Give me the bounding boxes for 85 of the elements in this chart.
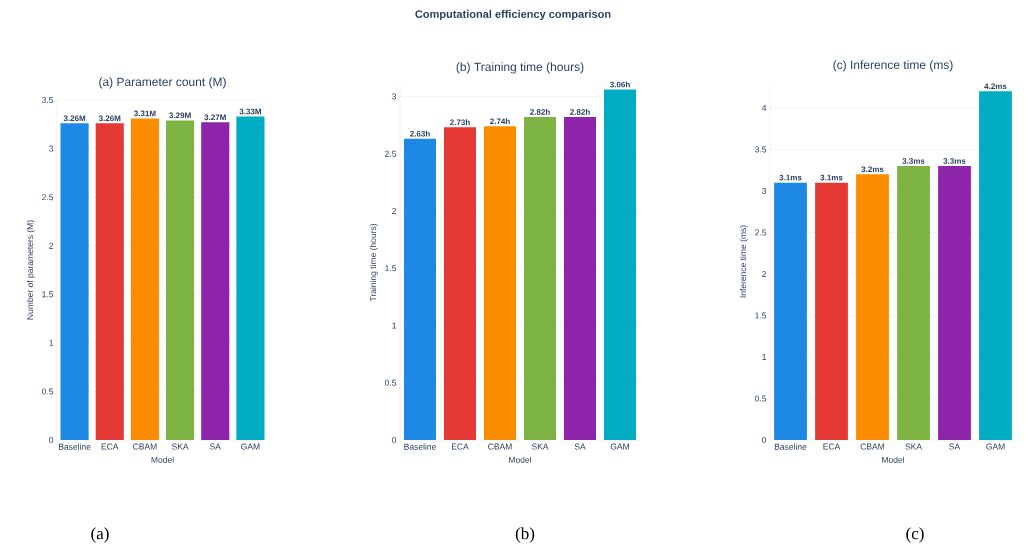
x-tick-label: SA <box>574 443 586 450</box>
data-label: 3.1ms <box>820 174 843 181</box>
y-tick-label: 1.5 <box>42 291 54 298</box>
data-label: 3.26M <box>63 115 86 122</box>
y-tick-label: 1 <box>762 354 767 360</box>
x-tick-label: GAM <box>986 443 1005 450</box>
chart-title: (a) Parameter count (M) <box>99 77 226 89</box>
bar <box>444 127 476 440</box>
y-tick-label: 4 <box>761 104 767 111</box>
y-tick-label: 2.5 <box>42 194 54 201</box>
data-label: 3.3ms <box>943 158 966 164</box>
y-tick-label: 2 <box>762 270 767 277</box>
text: (a) <box>91 527 109 543</box>
data-label: 3.2ms <box>861 166 884 173</box>
x-tick-label: CBAM <box>488 443 512 450</box>
y-tick-label: 0.5 <box>384 379 397 386</box>
chart-title: (b) Training time (hours) <box>456 62 584 74</box>
chart-title: (c) Inference time (ms) <box>833 60 953 72</box>
bar <box>604 89 636 440</box>
y-tick-label: 0.5 <box>41 388 54 395</box>
y-axis-title: Number of parameters (M) <box>26 220 35 320</box>
y-tick-label: 3.5 <box>41 97 54 103</box>
y-tick-label: 2 <box>49 242 54 249</box>
y-tick-label: 0 <box>49 437 54 443</box>
data-label: 3.27M <box>204 114 226 121</box>
data-label: 3.33M <box>239 108 261 115</box>
bar <box>815 182 848 440</box>
x-tick-label: GAM <box>241 443 260 450</box>
y-tick-label: 0 <box>392 437 397 443</box>
y-tick-label: 3 <box>49 145 54 152</box>
data-label: 2.73h <box>450 119 470 126</box>
text: (c) <box>906 527 924 543</box>
x-tick-label: CBAM <box>860 443 885 450</box>
x-tick-label: SKA <box>531 443 549 450</box>
text: Computational efficiency comparison <box>415 9 611 21</box>
data-label: 3.06h <box>609 81 630 88</box>
bar <box>979 91 1012 440</box>
data-label: 4.2ms <box>984 83 1007 90</box>
y-tick-label: 3 <box>392 93 397 100</box>
bar <box>524 117 556 440</box>
x-axis-title: Model <box>882 456 904 463</box>
x-tick-label: CBAM <box>133 443 157 450</box>
x-tick-label: SA <box>209 443 221 450</box>
bar <box>774 182 807 440</box>
x-tick-label: Baseline <box>404 443 436 450</box>
bar <box>897 166 930 440</box>
x-tick-label: Baseline <box>774 443 807 450</box>
y-tick-label: 0.5 <box>754 395 767 402</box>
data-label: 2.82h <box>570 108 590 115</box>
y-tick-label: 3.5 <box>754 146 767 153</box>
x-axis-title: Model <box>151 456 174 463</box>
y-tick-label: 1 <box>392 322 397 329</box>
bar <box>856 174 889 440</box>
bar <box>938 166 971 440</box>
data-label: 3.26M <box>98 115 121 122</box>
x-tick-label: Baseline <box>58 443 91 450</box>
data-label: 3.31M <box>133 110 156 117</box>
y-tick-label: 3 <box>762 187 767 194</box>
y-tick-label: 2.5 <box>385 150 397 157</box>
y-tick-label: 2 <box>392 208 397 214</box>
text: (b) <box>515 527 535 543</box>
bar <box>564 117 596 440</box>
x-tick-label: ECA <box>101 443 119 450</box>
bar <box>404 138 436 440</box>
data-label: 2.82h <box>530 108 550 115</box>
y-axis-title: Inference time (ms) <box>739 225 748 298</box>
data-label: 3.1ms <box>779 174 802 181</box>
x-tick-label: ECA <box>823 443 841 450</box>
x-tick-label: SKA <box>905 443 922 450</box>
x-tick-label: ECA <box>451 443 469 450</box>
x-tick-label: SA <box>949 443 961 450</box>
data-label: 3.29M <box>169 112 191 119</box>
x-axis-title: Model <box>509 456 531 463</box>
y-tick-label: 2.5 <box>755 229 767 236</box>
x-tick-label: SKA <box>171 443 189 450</box>
y-tick-label: 1.5 <box>755 312 767 319</box>
y-tick-label: 0 <box>762 437 767 443</box>
y-tick-label: 1 <box>49 339 54 346</box>
bar <box>484 126 516 440</box>
x-tick-label: GAM <box>610 443 629 450</box>
y-tick-label: 1.5 <box>385 265 397 272</box>
data-label: 2.63h <box>410 130 430 137</box>
data-label: 3.3ms <box>902 158 925 164</box>
y-axis-title: Training time (hours) <box>369 223 378 302</box>
data-label: 2.74h <box>490 118 510 125</box>
